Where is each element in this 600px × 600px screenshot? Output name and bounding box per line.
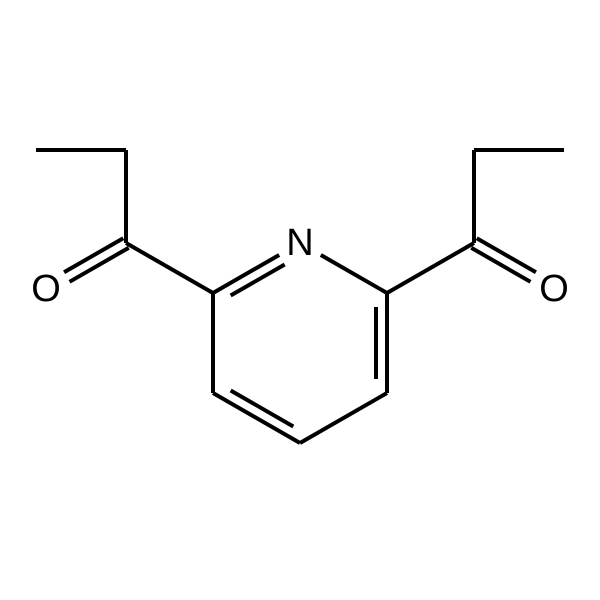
atom-label-n: N bbox=[286, 222, 313, 264]
structure-svg: N O O bbox=[0, 0, 600, 600]
atom-label-o: O bbox=[539, 268, 569, 310]
chemical-structure-diagram: N O O bbox=[0, 0, 600, 600]
atom-label-o: O bbox=[31, 268, 61, 310]
